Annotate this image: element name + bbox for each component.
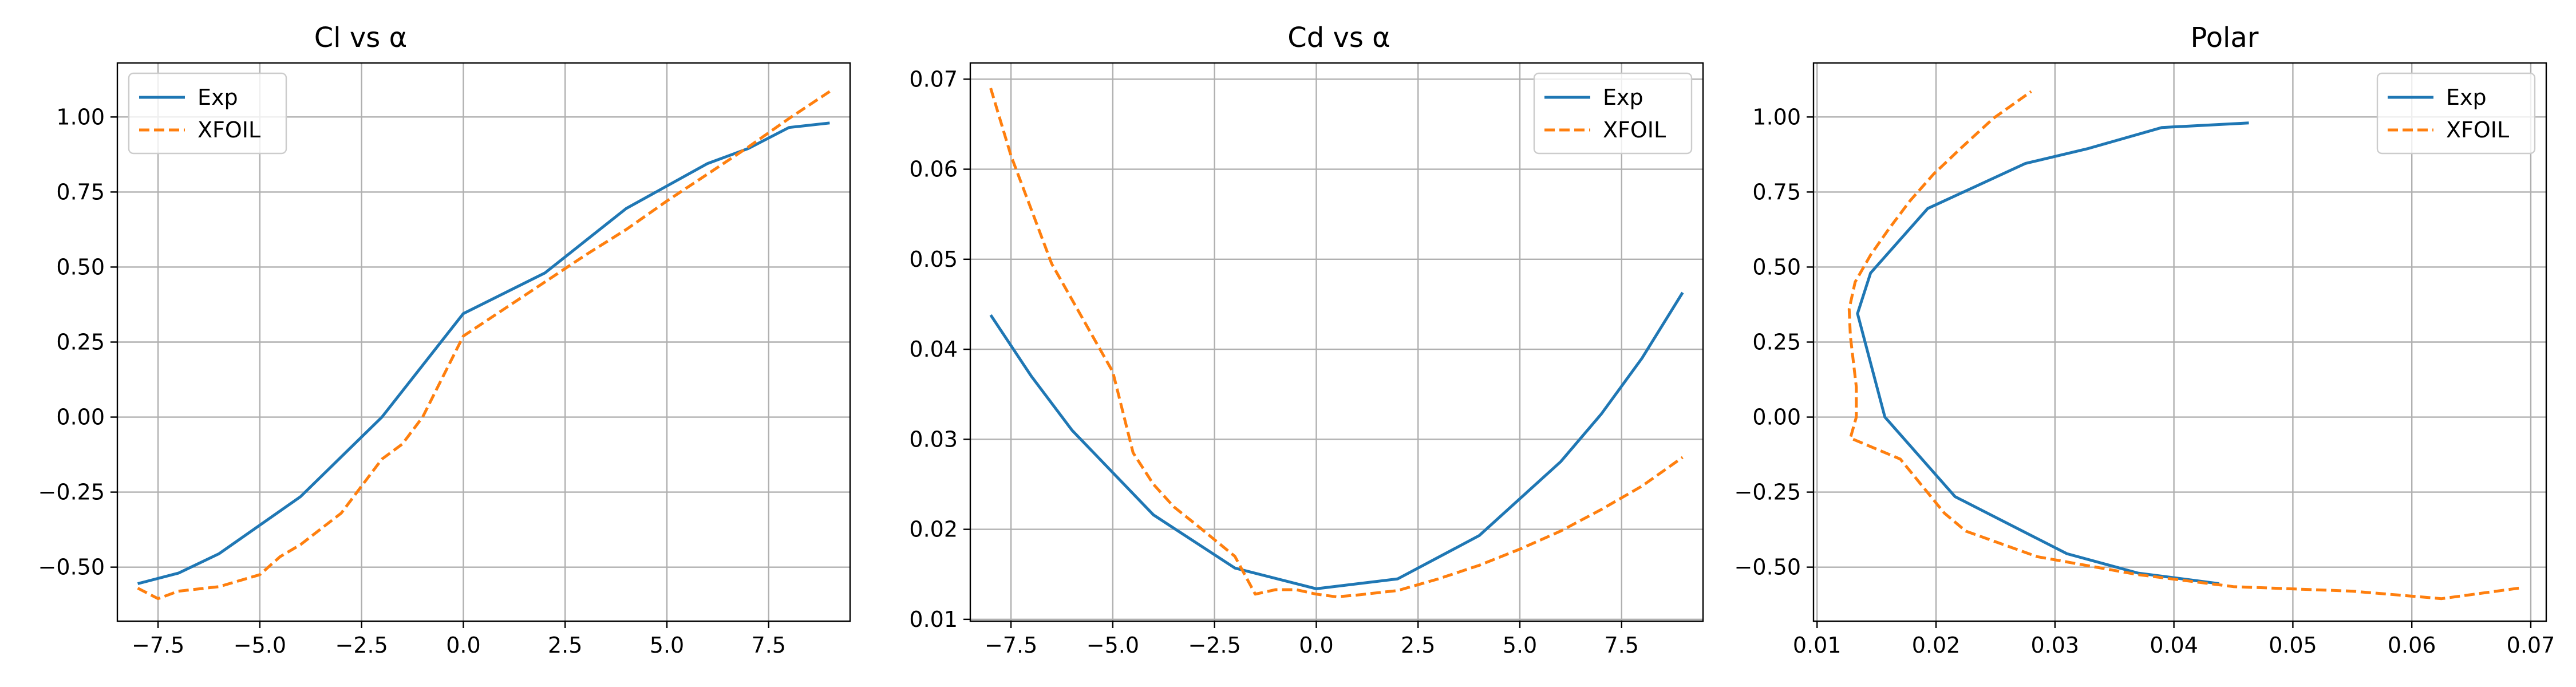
x-tick-label: 0.0 — [446, 633, 480, 658]
y-tick-label: −0.25 — [1735, 480, 1801, 505]
series-group — [137, 90, 831, 601]
x-tick-label: 2.5 — [548, 633, 582, 658]
series-line-xfoil — [137, 90, 831, 601]
legend-box — [128, 72, 287, 155]
y-tick-label: 0.05 — [909, 247, 958, 272]
series-line-xfoil — [989, 88, 1684, 598]
y-tick-label: 1.00 — [56, 104, 105, 129]
x-axis-ticks: −7.5 −5.0 −2.5 0.0 2.5 5.0 7.5 — [985, 621, 1639, 658]
x-tick-label: 7.5 — [752, 633, 786, 658]
legend-label-exp: Exp — [197, 85, 238, 110]
x-axis-ticks: −7.5 −5.0 −2.5 0.0 2.5 5.0 7.5 — [132, 621, 786, 658]
x-tick-label: 5.0 — [650, 633, 684, 658]
x-tick-label: 0.07 — [2507, 633, 2555, 658]
legend-box — [2376, 72, 2536, 155]
series-line-exp — [989, 291, 1684, 590]
legend-label-exp: Exp — [1603, 85, 1643, 110]
y-tick-label: 0.06 — [909, 157, 958, 182]
y-tick-label: 0.07 — [909, 66, 958, 92]
x-axis-ticks: 0.01 0.02 0.03 0.04 0.05 0.06 0.07 — [1793, 621, 2555, 658]
x-tick-label: −5.0 — [234, 633, 286, 658]
series-line-xfoil — [1847, 90, 2519, 601]
y-tick-label: 0.01 — [909, 607, 958, 632]
y-tick-label: 0.25 — [1752, 330, 1801, 355]
legend: Exp XFOIL — [128, 72, 287, 155]
y-tick-label: 0.75 — [1752, 179, 1801, 204]
plot-frame — [969, 62, 1704, 622]
x-tick-label: 0.04 — [2150, 633, 2198, 658]
y-tick-label: 0.03 — [909, 427, 958, 452]
y-tick-label: −0.25 — [38, 480, 105, 505]
legend-box — [1533, 72, 1693, 155]
y-tick-label: −0.50 — [1735, 555, 1801, 580]
y-tick-label: 0.02 — [909, 517, 958, 542]
x-tick-label: 7.5 — [1605, 633, 1639, 658]
x-tick-label: −5.0 — [1086, 633, 1139, 658]
y-tick-label: 0.50 — [1752, 254, 1801, 279]
x-tick-label: 0.06 — [2388, 633, 2436, 658]
series-line-exp — [1856, 121, 2249, 585]
legend-label-xfoil: XFOIL — [197, 117, 260, 143]
x-tick-label: 0.03 — [2031, 633, 2080, 658]
legend: Exp XFOIL — [1533, 72, 1693, 155]
y-axis-ticks: 0.01 0.02 0.03 0.04 0.05 0.06 0.07 — [909, 66, 970, 632]
grid-lines — [117, 63, 850, 621]
y-tick-label: 0.00 — [56, 405, 105, 430]
series-group — [989, 88, 1684, 598]
y-tick-label: 0.25 — [56, 330, 105, 355]
x-tick-label: −7.5 — [985, 633, 1037, 658]
chart-title: Polar — [2190, 22, 2258, 54]
x-tick-label: −7.5 — [132, 633, 184, 658]
y-tick-label: 0.00 — [1752, 405, 1801, 430]
y-tick-label: 0.75 — [56, 179, 105, 204]
y-axis-ticks: −0.50 −0.25 0.00 0.25 0.50 0.75 1.00 — [38, 104, 117, 580]
legend-label-xfoil: XFOIL — [2446, 117, 2509, 143]
cd-vs-alpha-chart: Cd vs α −7.5 −5.0 −2.5 0.0 2.5 5.0 7.5 0.010.0… — [909, 22, 1704, 658]
series-line-exp — [137, 121, 830, 585]
legend: Exp XFOIL — [2376, 72, 2536, 155]
x-tick-label: −2.5 — [335, 633, 388, 658]
series-group — [1847, 90, 2519, 601]
x-tick-label: 5.0 — [1503, 633, 1537, 658]
x-tick-label: 2.5 — [1401, 633, 1435, 658]
grid-lines — [970, 63, 1703, 621]
y-tick-label: −0.50 — [38, 555, 105, 580]
y-tick-label: 0.50 — [56, 254, 105, 279]
y-tick-label: 0.04 — [909, 337, 958, 362]
legend-label-xfoil: XFOIL — [1603, 117, 1666, 143]
legend-label-exp: Exp — [2446, 85, 2487, 110]
x-tick-label: 0.01 — [1793, 633, 1842, 658]
y-tick-label: 1.00 — [1752, 104, 1801, 129]
x-tick-label: 0.05 — [2269, 633, 2317, 658]
polar-chart: Polar 0.01 0.02 0.03 0.04 0.05 0.06 0.07 −0.50… — [1735, 22, 2555, 658]
x-tick-label: −2.5 — [1188, 633, 1241, 658]
x-tick-label: 0.02 — [1912, 633, 1961, 658]
y-axis-ticks: −0.50 −0.25 0.00 0.25 0.50 0.75 1.00 — [1735, 104, 1814, 580]
x-tick-label: 0.0 — [1299, 633, 1333, 658]
cl-vs-alpha-chart: Cl vs α −7.5 −5.0 −2.5 0.0 2.5 5.0 7.5 −0.50−0… — [38, 22, 851, 658]
chart-title: Cd vs α — [1287, 22, 1390, 54]
chart-title: Cl vs α — [314, 22, 407, 54]
